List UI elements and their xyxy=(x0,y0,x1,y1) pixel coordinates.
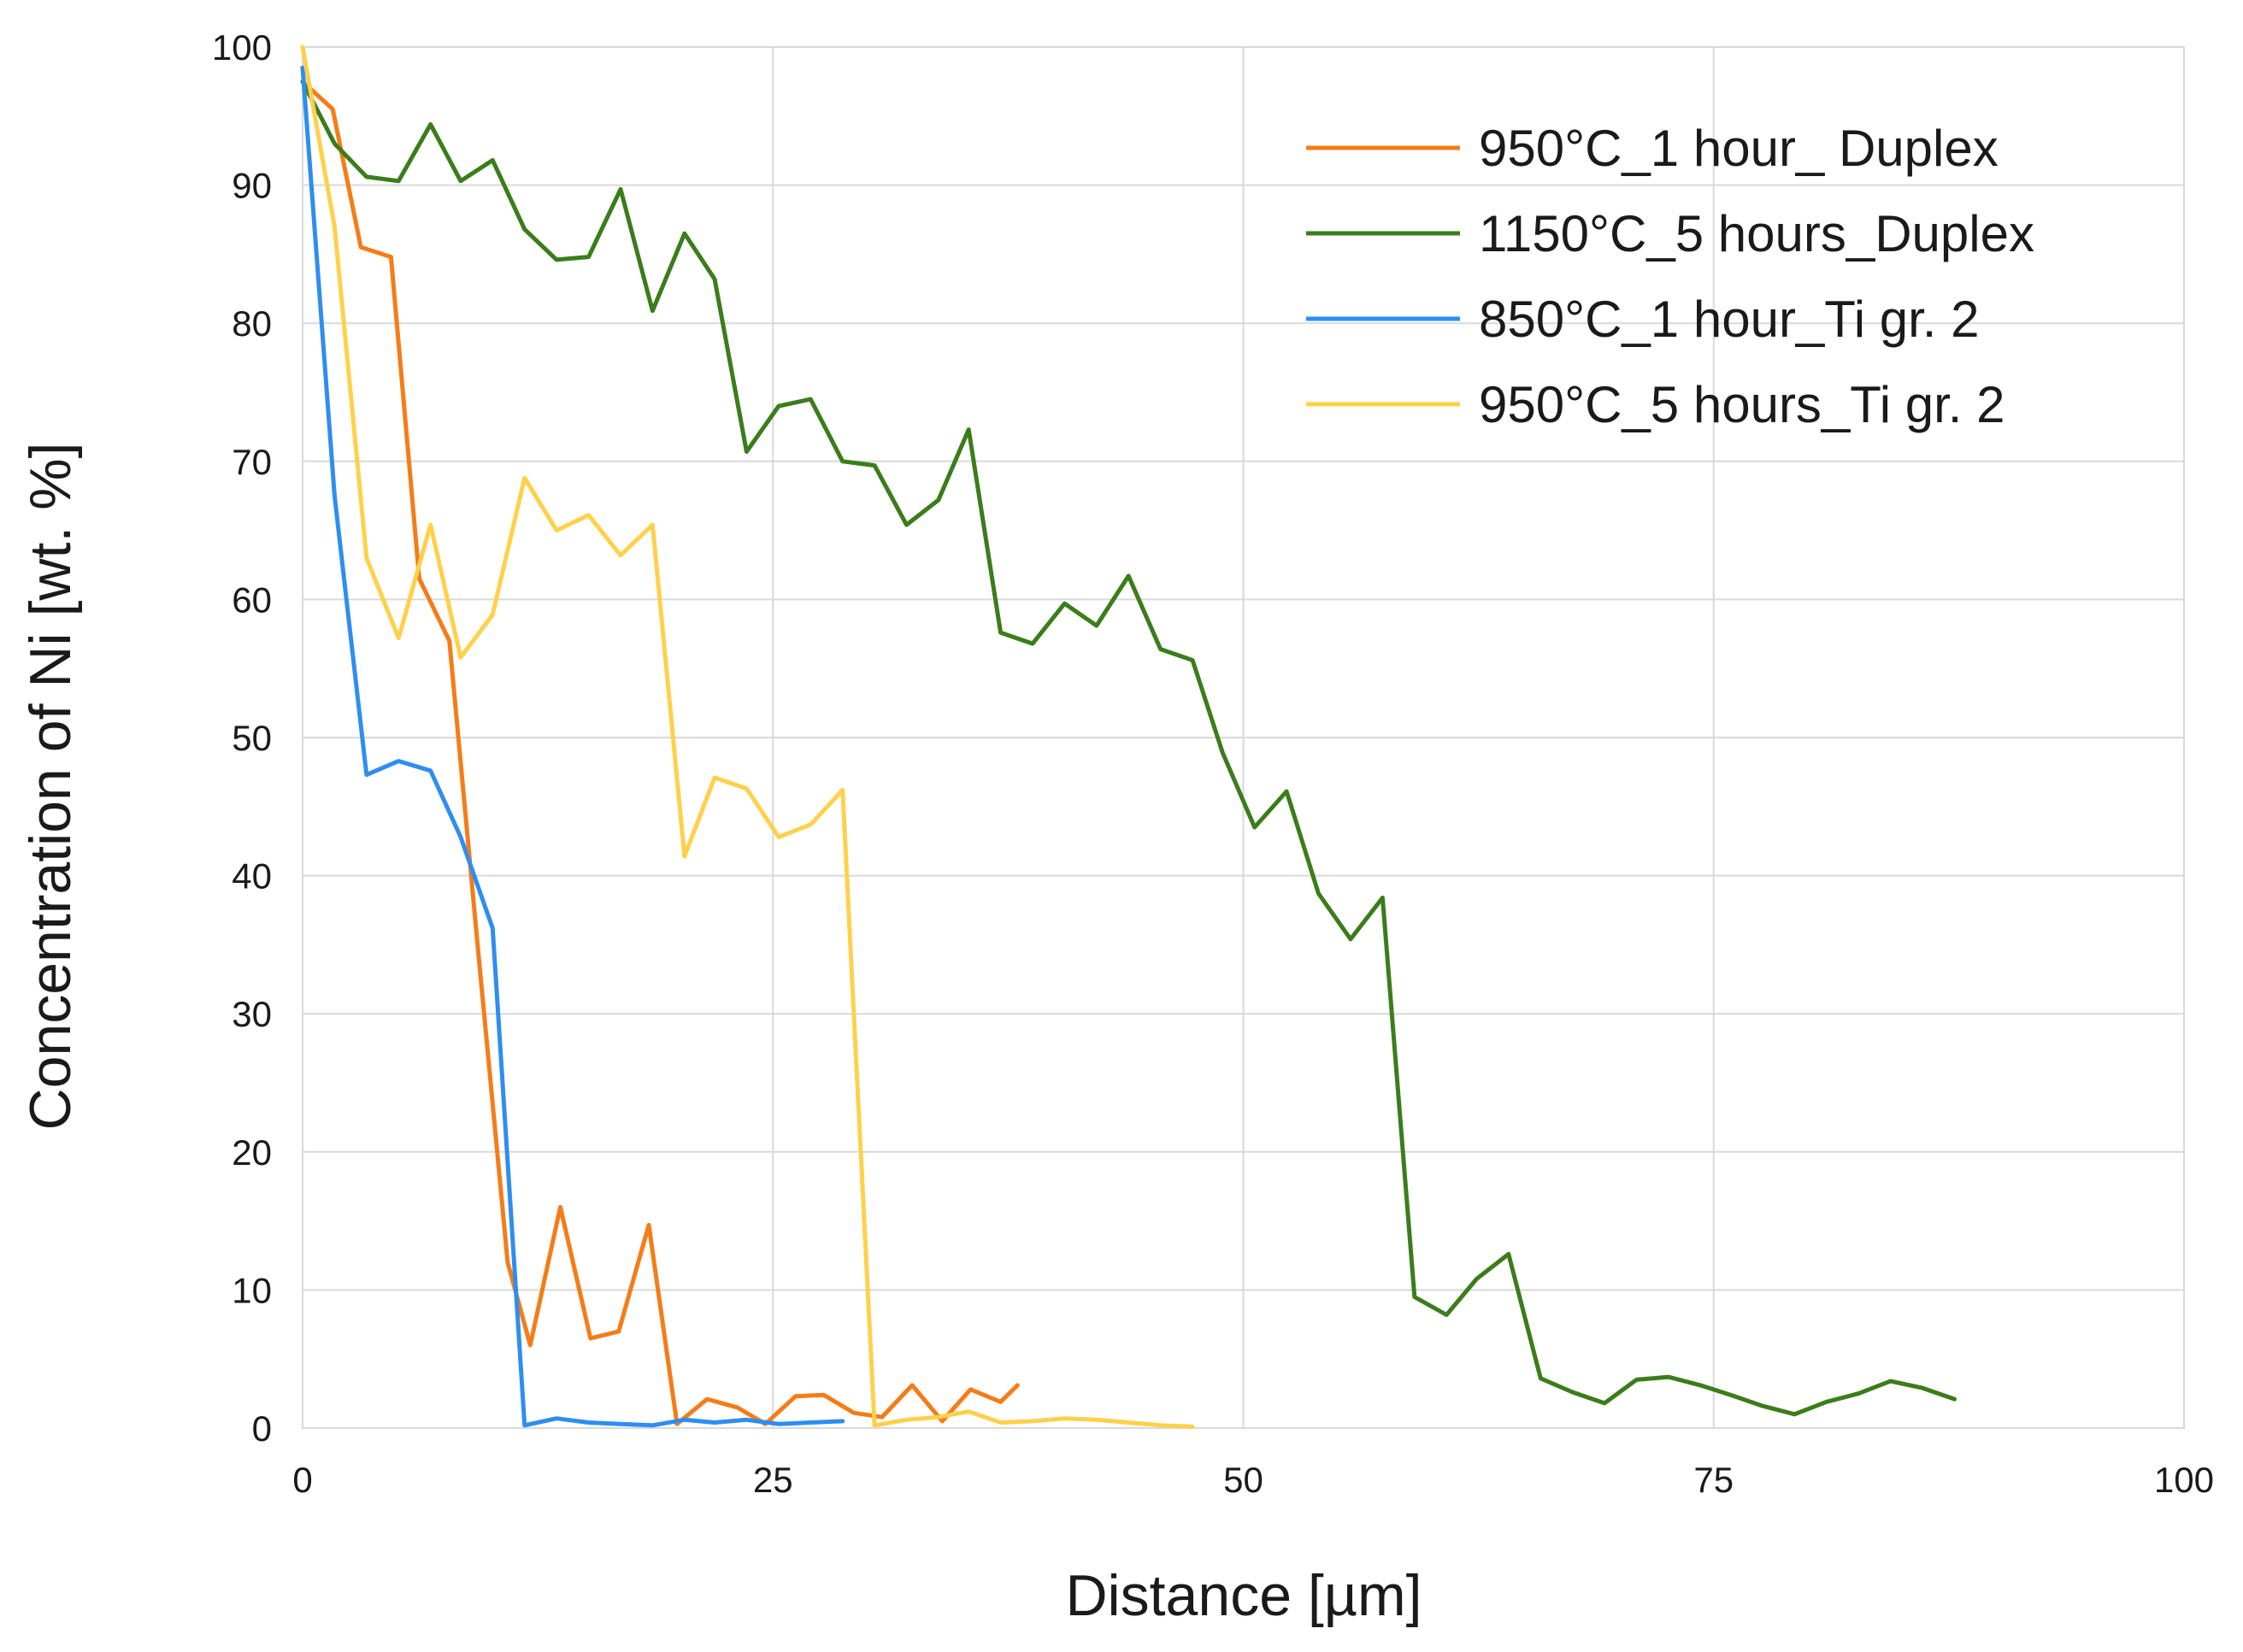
legend-label: 1150°C_5 hours_Duplex xyxy=(1479,205,2034,262)
x-tick-label: 50 xyxy=(1223,1460,1263,1500)
legend: 950°C_1 hour_ Duplex 1150°C_5 hours_Duple… xyxy=(1306,120,2034,433)
y-tick-label: 40 xyxy=(232,856,272,897)
y-tick-label: 0 xyxy=(252,1408,272,1449)
y-tick-label: 60 xyxy=(232,579,272,620)
x-axis-title: Distance [µm] xyxy=(1065,1563,1422,1628)
y-tick-label: 70 xyxy=(232,442,272,482)
y-axis-title: Concentration of Ni [wt. %] xyxy=(18,442,83,1130)
plot-area-border xyxy=(302,46,2185,1429)
x-tick-label: 0 xyxy=(292,1460,312,1500)
y-tick-label: 80 xyxy=(232,303,272,344)
series-line-4 xyxy=(300,44,1195,1429)
x-tick-label: 25 xyxy=(753,1460,793,1500)
y-tick-label: 50 xyxy=(232,718,272,758)
y-tick-label: 20 xyxy=(232,1132,272,1173)
y-tick-label: 30 xyxy=(232,994,272,1034)
legend-label: 950°C_5 hours_Ti gr. 2 xyxy=(1479,376,2005,433)
series-layer xyxy=(300,44,1957,1429)
tick-labels: 0 10 20 30 40 50 60 70 80 90 100 0 25 50 75 100 xyxy=(212,27,2214,1500)
series-line-1 xyxy=(300,79,1020,1426)
y-tick-label: 100 xyxy=(212,27,272,68)
y-tick-label: 10 xyxy=(232,1270,272,1310)
series-line-2 xyxy=(300,79,1957,1417)
x-tick-label: 75 xyxy=(1693,1460,1734,1500)
legend-label: 850°C_1 hour_Ti gr. 2 xyxy=(1479,291,1979,348)
series-line-3 xyxy=(300,65,845,1428)
y-tick-label: 90 xyxy=(232,166,272,206)
gridlines xyxy=(302,46,2185,1429)
x-tick-label: 100 xyxy=(2154,1460,2214,1500)
legend-label: 950°C_1 hour_ Duplex xyxy=(1479,120,1999,177)
